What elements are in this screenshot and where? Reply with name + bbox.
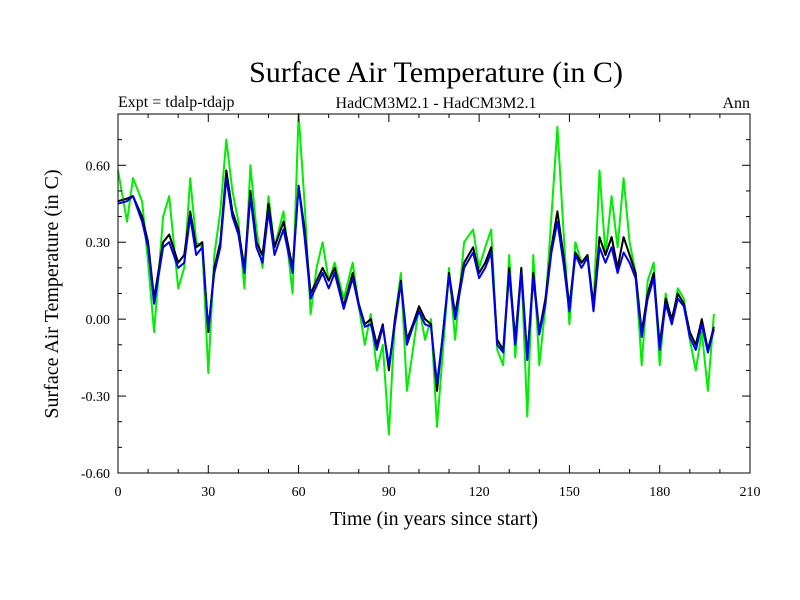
- series-line-blue: [117, 177, 715, 385]
- x-tick-label: 0: [115, 485, 122, 500]
- y-tick-label: 0.30: [86, 236, 111, 251]
- y-tick-label: 0.00: [86, 313, 111, 328]
- y-tick-label: -0.60: [81, 467, 110, 482]
- x-axis-label: Time (in years since start): [330, 508, 538, 530]
- model-label: HadCM3M2.1 - HadCM3M2.1: [336, 95, 537, 112]
- y-tick-label: -0.30: [81, 390, 110, 405]
- x-tick-label: 30: [201, 485, 215, 500]
- period-label: Ann: [722, 95, 750, 112]
- y-axis-label: Surface Air Temperature (in C): [41, 169, 63, 418]
- x-tick-label: 60: [292, 485, 306, 500]
- series-layer: [117, 113, 715, 436]
- x-tick-label: 210: [740, 485, 761, 500]
- x-tick-label: 120: [469, 485, 490, 500]
- series-line-green: [117, 113, 715, 436]
- tick-layer: 0 30 60 90 120 150 180 210 -0.60 -0.30 0.00 0.30 0.6…: [81, 113, 761, 500]
- x-tick-label: 180: [649, 485, 670, 500]
- experiment-label: Expt = tdalp-tdajp: [118, 94, 235, 111]
- plot-frame: [117, 113, 751, 474]
- chart-title: Surface Air Temperature (in C): [249, 56, 623, 89]
- x-tick-label: 150: [559, 485, 580, 500]
- x-tick-label: 90: [382, 485, 396, 500]
- y-tick-label: 0.60: [86, 159, 111, 174]
